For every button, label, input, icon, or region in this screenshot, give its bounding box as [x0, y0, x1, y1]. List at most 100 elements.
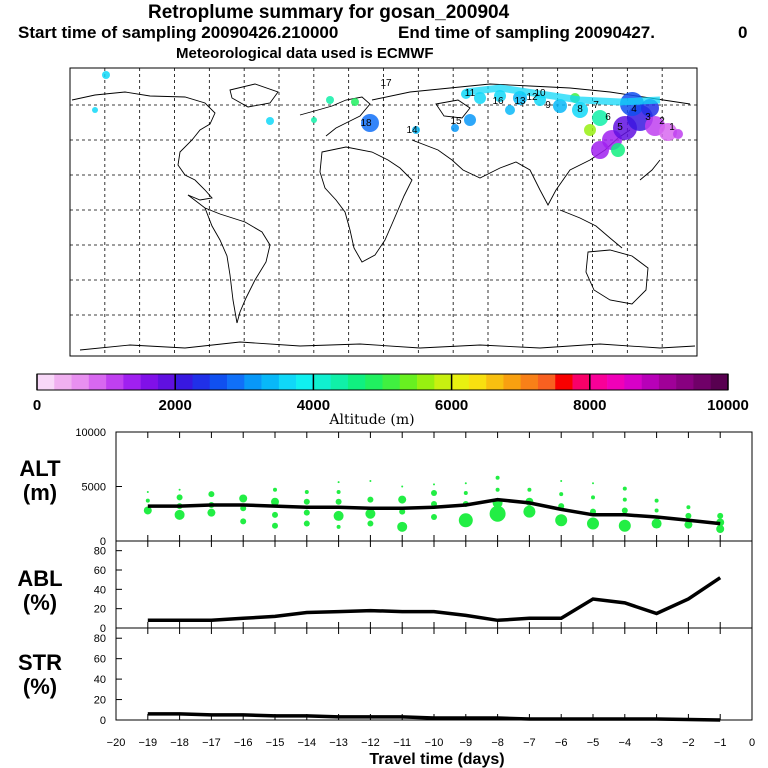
colorbar-cell-7	[157, 374, 176, 390]
alt-scatter-point-55	[591, 495, 595, 500]
str-ytick-label-0: 80	[94, 633, 106, 645]
plume-marker-9	[572, 102, 588, 118]
str-label: STR	[18, 650, 62, 675]
alt-scatter-point-6	[178, 488, 181, 491]
map-grid	[70, 68, 697, 356]
colorbar-cell-34	[624, 374, 642, 390]
colorbar-cell-21	[399, 374, 418, 390]
colorbar-cell-5	[123, 374, 141, 390]
abl-label: ABL	[17, 566, 62, 591]
plume-label-16: 16	[492, 96, 504, 107]
alt-scatter-point-31	[399, 508, 406, 515]
x-tick-label-5: −15	[266, 737, 285, 749]
plume-marker-14	[474, 92, 486, 104]
plume-label-5: 5	[617, 122, 623, 133]
alt-scatter-point-7	[207, 508, 216, 517]
alt-scatter-point-17	[303, 520, 310, 527]
alt-scatter-point-15	[271, 497, 279, 506]
colorbar-cell-18	[347, 374, 366, 390]
alt-scatter-point-49	[555, 514, 568, 527]
plume-marker-8	[592, 110, 608, 126]
alt-scatter-point-18	[303, 509, 310, 516]
plume-marker-20	[412, 126, 420, 134]
alt-scatter-point-20	[304, 489, 309, 494]
plume-label-12: 12	[526, 92, 538, 103]
alt-scatter-point-12	[239, 494, 248, 503]
x-axis-label: Travel time (days)	[369, 751, 504, 768]
alt-scatter-point-51	[559, 492, 564, 497]
plume-marker-26	[92, 107, 98, 113]
x-tick-label-20: 0	[749, 737, 755, 749]
colorbar-label-1: 2000	[159, 397, 192, 414]
plume-marker-13	[494, 90, 506, 102]
alt-scatter-point-69	[717, 512, 724, 519]
alt-scatter-point-32	[398, 495, 407, 504]
colorbar-cell-36	[658, 374, 677, 390]
x-tick-labels: −20 −19 −18 −17 −16 −15 −14 −13 −12 −11 −10 −9 −8 −7−…	[107, 737, 755, 749]
x-tick-label-18: −2	[682, 737, 695, 749]
plume-label-3: 3	[645, 112, 651, 123]
plume-label-14: 14	[406, 125, 418, 136]
colorbar-cell-22	[417, 374, 435, 390]
alt-scatter-point-44	[495, 487, 500, 492]
alt-unit-label: (m)	[23, 480, 57, 505]
x-tick-label-6: −14	[297, 737, 316, 749]
abl-line	[147, 576, 722, 623]
alt-scatter-point-46	[523, 505, 536, 518]
colorbar-label-4: 8000	[573, 397, 606, 414]
alt-scatter-point-25	[337, 481, 340, 484]
plume-marker-17	[464, 114, 476, 126]
alt-scatter-point-64	[684, 520, 693, 529]
x-tick-label-12: −8	[491, 737, 504, 749]
x-tick-label-14: −6	[555, 737, 568, 749]
str-line	[147, 712, 721, 722]
plume-label-9: 9	[545, 100, 551, 111]
alt-scatter-point-21	[336, 524, 341, 529]
colorbar-cell-38	[693, 374, 712, 390]
plume-marker-27	[584, 124, 596, 136]
alt-scatter-point-24	[336, 489, 341, 494]
alt-scatter-point-48	[527, 487, 532, 492]
x-tick-label-11: −9	[460, 737, 473, 749]
alt-scatter-point-62	[654, 508, 659, 513]
alt-scatter-point-66	[686, 505, 691, 510]
plume-label-1: 1	[669, 122, 675, 133]
alt-scatter-point-33	[401, 485, 404, 488]
alt-ytick-label-0: 10000	[75, 427, 106, 439]
alt-scatter-point-0	[143, 506, 152, 515]
colorbar-label-5: 10000	[707, 397, 749, 414]
alt-scatter-point-14	[272, 511, 278, 518]
colorbar-cell-13	[261, 374, 280, 390]
abl-ytick-label-3: 20	[94, 604, 106, 616]
plume-label-13: 13	[514, 96, 526, 107]
altitude-colorbar: 0 2000 4000 6000 8000 10000 Altitude (m)	[33, 373, 749, 428]
str-ytick-label-3: 20	[94, 695, 106, 707]
alt-scatter-point-30	[397, 521, 408, 532]
alt-scatter-point-3	[174, 509, 185, 520]
str-ytick-label-1: 60	[94, 654, 106, 666]
colorbar-cell-8	[175, 374, 193, 390]
abl-ytick-label-4: 0	[100, 623, 106, 635]
coastlines	[71, 83, 696, 351]
plume-label-11: 11	[465, 88, 476, 99]
alt-scatter-point-19	[303, 498, 310, 505]
colorbar-label-0: 0	[33, 397, 41, 414]
plume-label-15: 15	[450, 116, 462, 127]
alt-scatter-point-13	[272, 522, 278, 529]
colorbar-cell-28	[520, 374, 539, 390]
str-ytick-label-4: 0	[100, 715, 106, 727]
x-tick-label-1: −19	[138, 737, 157, 749]
colorbar-cells	[37, 374, 729, 390]
plume-label-8: 8	[577, 104, 583, 115]
abl-ytick-label-0: 80	[94, 546, 106, 558]
alt-scatter-point-27	[365, 508, 376, 519]
colorbar-cell-10	[209, 374, 228, 390]
x-tick-label-8: −12	[361, 737, 380, 749]
x-tick-label-15: −5	[587, 737, 600, 749]
x-tick-label-2: −18	[170, 737, 189, 749]
colorbar-cell-35	[641, 374, 660, 390]
colorbar-cell-11	[227, 374, 245, 390]
